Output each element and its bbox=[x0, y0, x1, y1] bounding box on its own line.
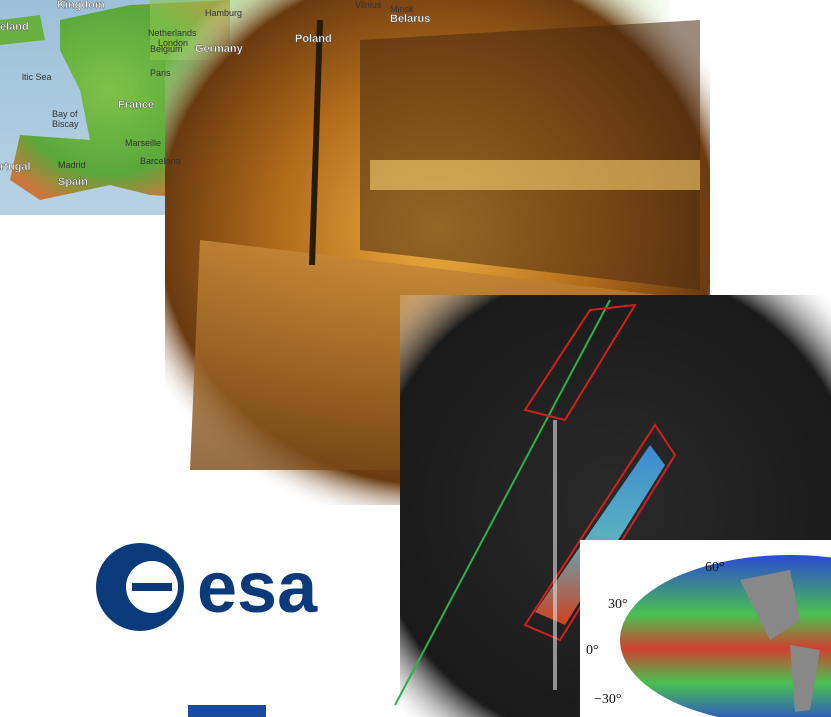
buildings bbox=[360, 20, 700, 290]
globe-label: 30° bbox=[608, 597, 628, 612]
swath-outline bbox=[523, 303, 637, 422]
globe-label: −30° bbox=[594, 692, 622, 707]
ground-track bbox=[394, 299, 611, 706]
globe-labels: 60° 30° 0° −30° bbox=[586, 560, 725, 707]
globe-land bbox=[790, 645, 820, 712]
map-label: Vilnius bbox=[355, 0, 382, 10]
map-label: Paris bbox=[150, 68, 171, 78]
map-label: Belarus bbox=[390, 13, 430, 25]
map-label: Kingdom bbox=[57, 0, 105, 11]
map-land bbox=[0, 15, 45, 45]
globe-label: 60° bbox=[705, 560, 725, 575]
map-label: Belgium bbox=[150, 44, 183, 54]
shop-lights bbox=[370, 160, 700, 190]
map-label: Bay of bbox=[52, 109, 78, 119]
lamp-post bbox=[309, 19, 323, 266]
map-label: France bbox=[118, 99, 154, 111]
map-label: London bbox=[158, 38, 188, 48]
swath-data bbox=[535, 445, 665, 625]
map-label: Barcelona bbox=[140, 156, 181, 166]
map-label: Madrid bbox=[58, 160, 86, 170]
logo-text: esa bbox=[197, 548, 318, 628]
map-label: Hamburg bbox=[205, 8, 242, 18]
map-label: Netherlands bbox=[148, 28, 197, 38]
map-label: eland bbox=[0, 21, 29, 33]
swath-outline bbox=[523, 423, 677, 642]
map-label: Marseille bbox=[125, 138, 161, 148]
map-label: Germany bbox=[195, 43, 244, 55]
logo-bar bbox=[188, 705, 266, 717]
map-label: rtugal bbox=[0, 161, 31, 173]
map-label: Poland bbox=[295, 33, 332, 45]
map-label: Minsk bbox=[390, 4, 414, 14]
map-label: Spain bbox=[58, 176, 88, 188]
globe-label: 0° bbox=[586, 643, 599, 658]
globe-land bbox=[740, 570, 800, 640]
map-label: ltic Sea bbox=[22, 72, 52, 82]
map-label: Biscay bbox=[52, 119, 79, 129]
